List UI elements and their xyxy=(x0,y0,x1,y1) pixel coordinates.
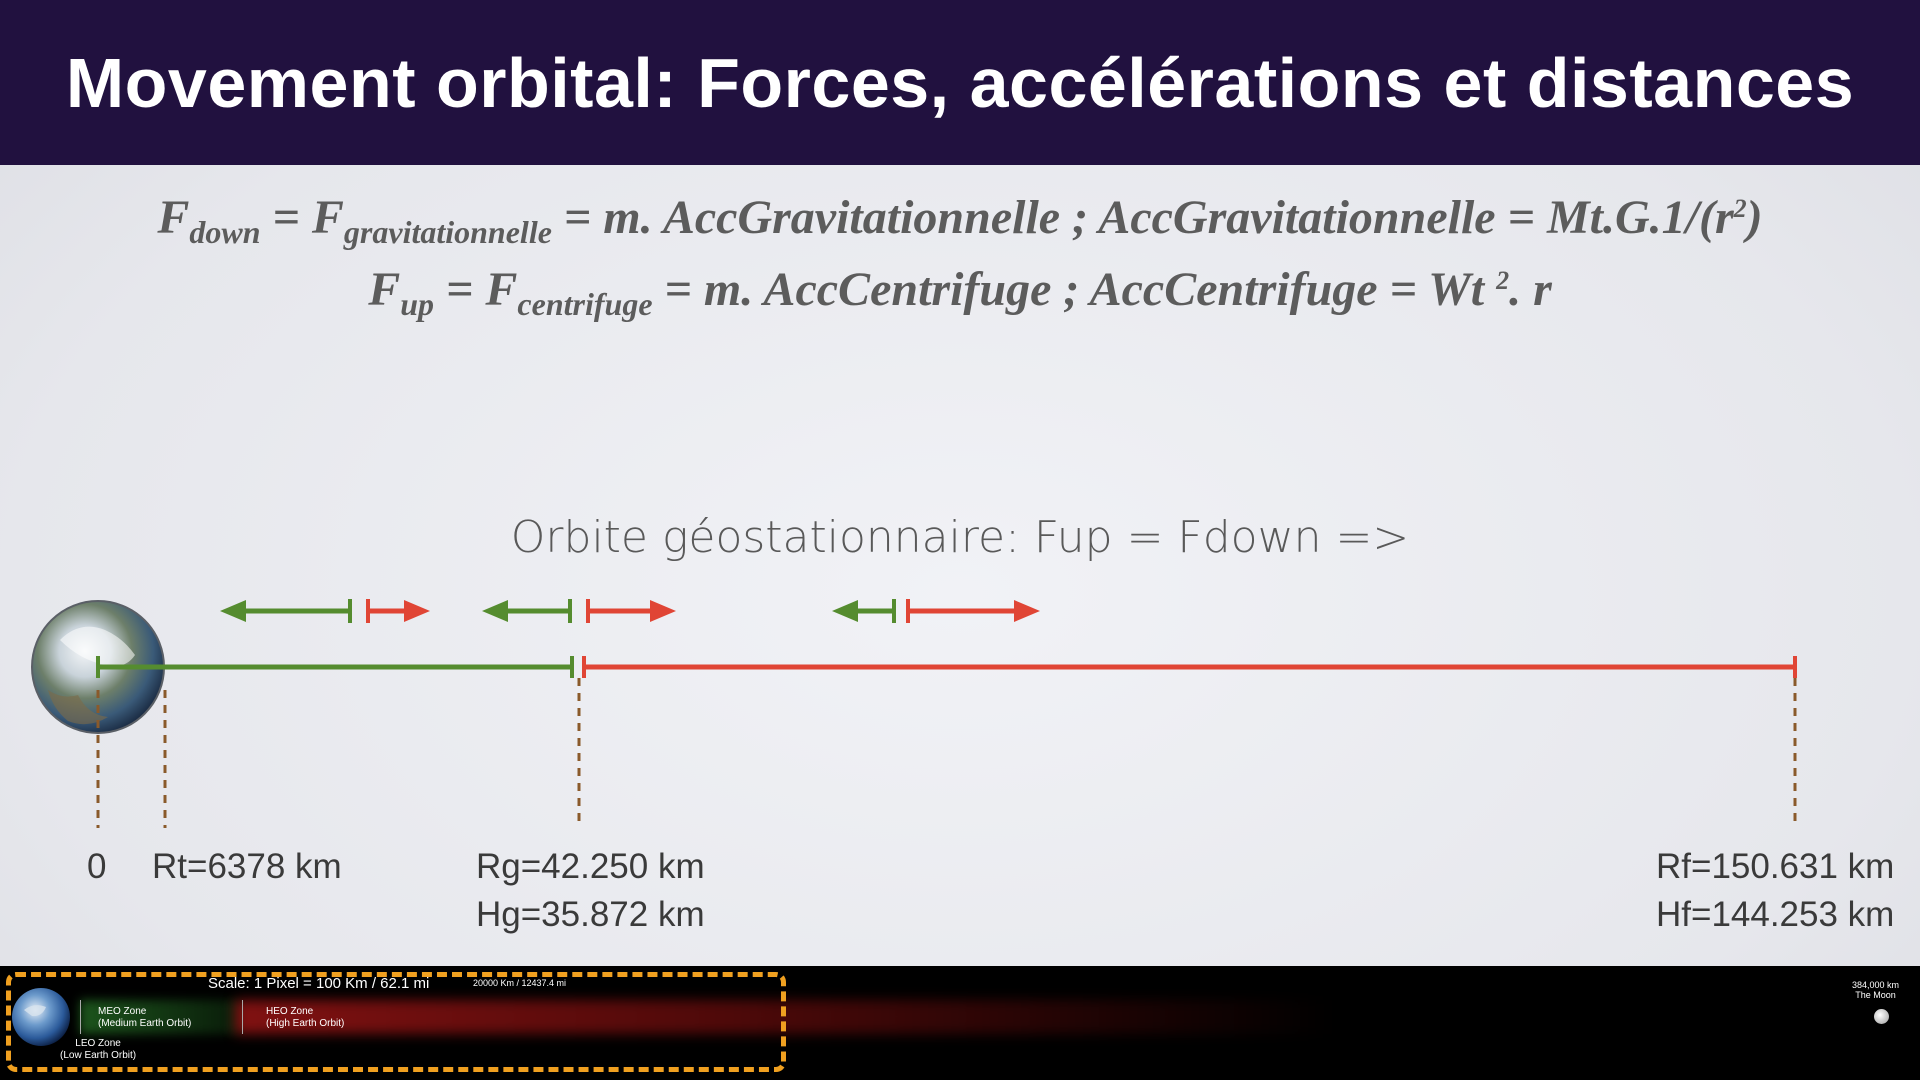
highlight-dashed-box xyxy=(6,972,786,1072)
formula1-part: = m. AccGravitationnelle ; AccGravitatio… xyxy=(551,191,1734,244)
formula1-subscript-down: down xyxy=(189,214,261,250)
meo-zone-label: MEO Zone (Medium Earth Orbit) xyxy=(98,1006,191,1029)
leo-zone-title: LEO Zone xyxy=(75,1038,121,1049)
meo-zone-glow xyxy=(80,1000,240,1034)
label-rf: Rf=150.631 km xyxy=(1656,847,1895,886)
label-rg: Rg=42.250 km xyxy=(476,847,705,886)
moon-icon xyxy=(1874,1009,1889,1024)
leo-zone-subtitle: (Low Earth Orbit) xyxy=(60,1049,137,1061)
formula-centrifugal: Fup = Fcentrifuge = m. AccCentrifuge ; A… xyxy=(0,262,1920,323)
moon-title: The Moon xyxy=(1855,990,1896,1001)
formula2-subscript-up: up xyxy=(400,286,435,322)
formula1-subscript-grav: gravitationnelle xyxy=(343,214,552,250)
heo-zone-label: HEO Zone (High Earth Orbit) xyxy=(266,1006,344,1029)
formula1-exponent: 2 xyxy=(1733,194,1747,223)
force-arrows-outside xyxy=(832,599,1040,623)
leo-zone-label: LEO Zone (Low Earth Orbit) xyxy=(60,1038,136,1061)
formula1-part: ) xyxy=(1746,191,1763,244)
formula2-part: = F xyxy=(434,263,518,316)
meo-zone-subtitle: (Medium Earth Orbit) xyxy=(98,1017,192,1029)
scale-marker: 20000 Km / 12437.4 mi xyxy=(473,978,567,988)
formula2-part: . r xyxy=(1509,263,1552,316)
earth-thumbnail-icon xyxy=(12,988,70,1046)
geostationary-subtitle: Orbite géostationnaire: Fup = Fdown => xyxy=(510,512,1410,563)
label-zero: 0 xyxy=(87,847,107,886)
label-hf: Hf=144.253 km xyxy=(1656,895,1895,934)
moon-distance: 384,000 km xyxy=(1852,980,1900,990)
heo-zone-title: HEO Zone xyxy=(266,1006,314,1017)
meo-zone-divider xyxy=(80,1000,81,1034)
heo-zone-subtitle: (High Earth Orbit) xyxy=(266,1017,345,1029)
formula2-part: F xyxy=(368,263,401,316)
orbit-diagram xyxy=(31,599,1797,828)
moon-label: 384,000 km The Moon xyxy=(1852,980,1899,1001)
label-hg: Hg=35.872 km xyxy=(476,895,705,934)
title-bar: Movement orbital: Forces, accélérations … xyxy=(0,0,1920,165)
heo-zone-divider xyxy=(242,1000,243,1034)
formula1-part: = F xyxy=(260,191,344,244)
force-arrows-geostationary xyxy=(482,599,676,623)
meo-zone-title: MEO Zone xyxy=(98,1006,147,1017)
scale-label: Scale: 1 Pixel = 100 Km / 62.1 mi xyxy=(208,975,430,992)
label-rt: Rt=6378 km xyxy=(152,847,342,886)
force-arrows-inside xyxy=(220,599,430,623)
formula2-part: = m. AccCentrifuge ; AccCentrifuge = Wt xyxy=(652,263,1497,316)
formula2-subscript-centrifuge: centrifuge xyxy=(517,286,653,322)
page-title: Movement orbital: Forces, accélérations … xyxy=(65,43,1855,122)
formula2-exponent: 2 xyxy=(1496,266,1510,295)
formula1-part: F xyxy=(157,191,190,244)
formula-gravitational: Fdown = Fgravitationnelle = m. AccGravit… xyxy=(0,190,1920,251)
